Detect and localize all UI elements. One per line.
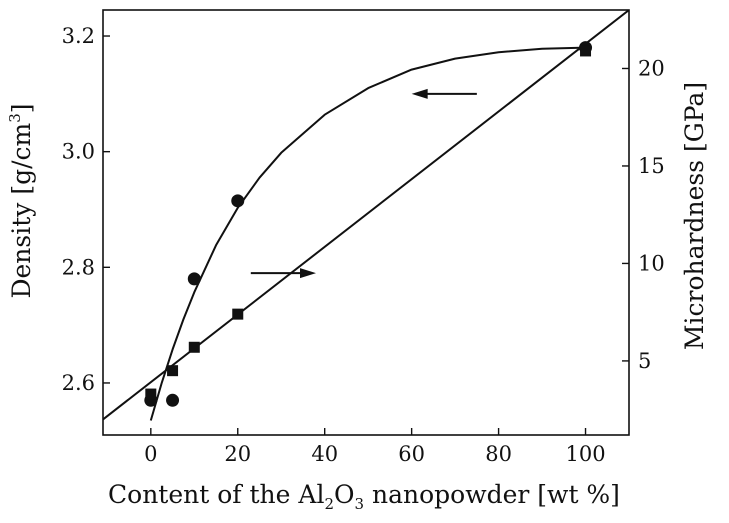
plot-frame [102,9,630,436]
y-tick-label: 2.6 [62,371,95,395]
density-point [187,272,201,286]
microhardness-point [167,365,179,377]
y2-axis-title: Microhardness [GPa] [680,82,709,350]
y-axis-title: Density [g/cm3] [6,103,36,298]
y2-tick-label: 5 [638,349,651,373]
arrow-head [411,88,428,99]
microhardness-point [188,341,200,353]
y-tick-label: 3.2 [62,24,95,48]
microhardness-point [232,308,244,320]
arrow-right [250,268,317,279]
x-tick-label: 80 [485,442,512,466]
markers [144,41,593,407]
y2-tick-label: 15 [638,154,665,178]
microhardness-fit-line [103,10,629,421]
y2-tick-label: 10 [638,251,665,275]
density-point [231,194,245,208]
microhardness-point [580,45,592,57]
x-tick-label: 60 [398,442,425,466]
annotations [250,88,477,279]
y-tick-label: 2.8 [62,255,95,279]
microhardness-point [145,388,157,400]
plot-area [102,9,630,436]
arrow-head [300,268,317,279]
x-tick-label: 40 [311,442,338,466]
density-fit-curve [149,46,586,421]
fit-curves [103,10,629,421]
x-tick-label: 100 [565,442,605,466]
axes: 0 20 40 60 80 100 2.6 2.8 3.0 3.2 5 10 15 20 [62,24,665,466]
x-tick-label: 20 [224,442,251,466]
arrow-left [411,88,477,99]
x-tick-label: 0 [144,442,157,466]
x-axis-title: Content of the Al2O3 nanopowder [wt %] [108,480,620,513]
y-tick-label: 3.0 [62,140,95,164]
density-point [166,393,180,407]
y2-tick-label: 20 [638,56,665,80]
